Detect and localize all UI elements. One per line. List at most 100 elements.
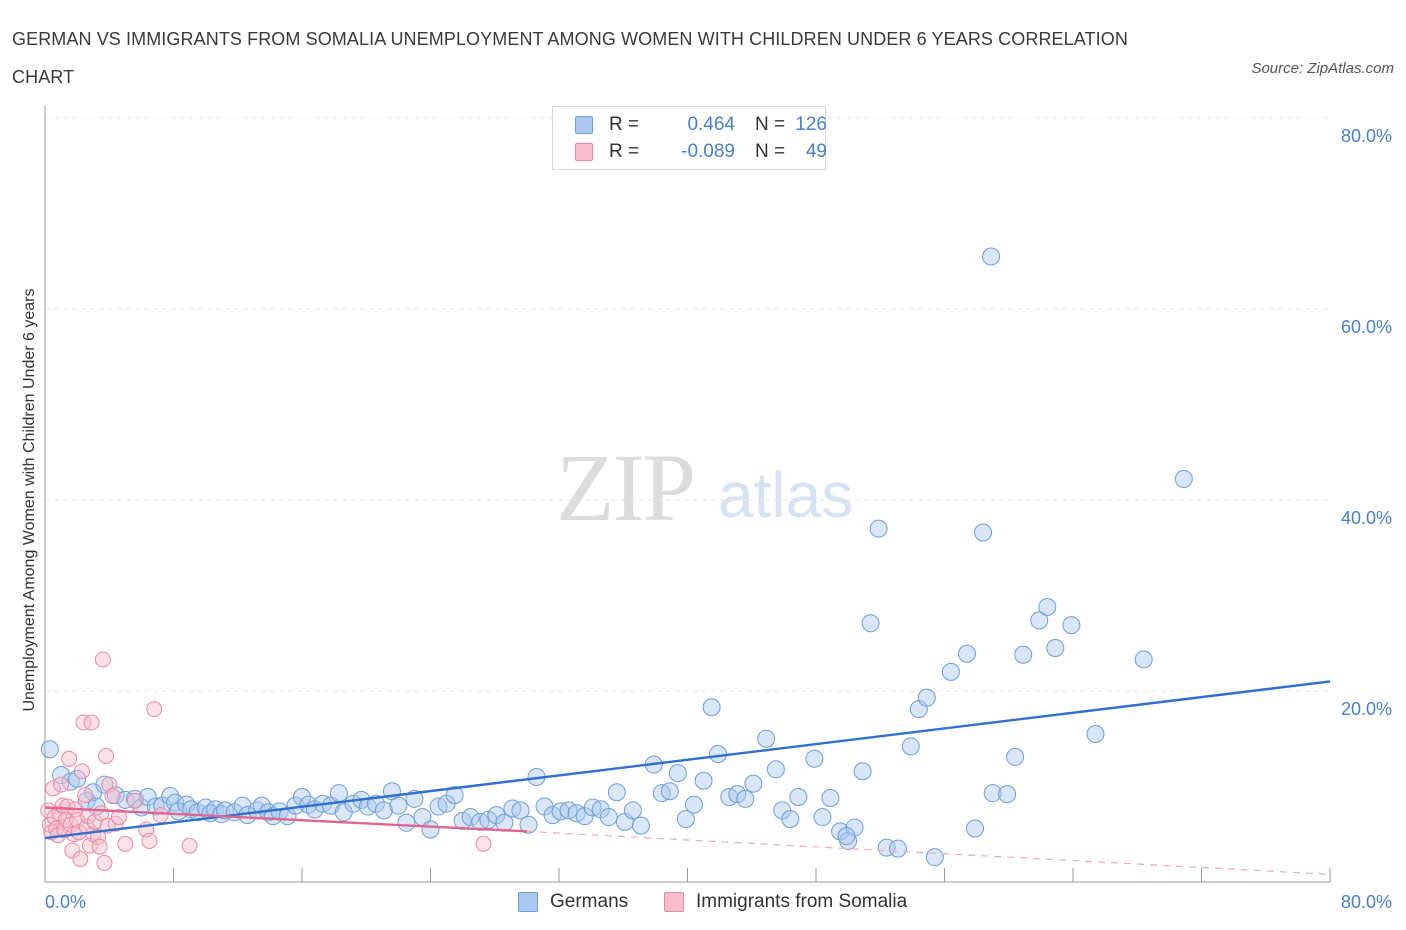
point-germans <box>329 784 348 803</box>
source-credit: Source: ZipAtlas.com <box>1251 60 1394 77</box>
point-somalia <box>61 750 78 767</box>
point-somalia <box>91 838 108 855</box>
legend-r-label: R = <box>609 114 640 135</box>
point-somalia <box>77 787 94 804</box>
point-germans <box>998 785 1017 804</box>
y-tick-label: 80.0% <box>1341 126 1392 146</box>
legend-n-value: 49 <box>805 141 827 162</box>
point-germans <box>374 801 393 820</box>
bottom-legend-swatch-germans <box>518 892 538 912</box>
point-germans <box>982 247 1001 266</box>
point-somalia <box>72 851 89 868</box>
point-germans <box>789 788 808 807</box>
point-germans <box>623 801 642 820</box>
trend-line-germans <box>44 680 1331 840</box>
point-germans <box>1006 747 1025 766</box>
point-germans <box>766 760 785 779</box>
point-germans <box>106 786 125 805</box>
point-germans <box>694 771 713 790</box>
point-somalia <box>126 792 143 809</box>
point-germans <box>966 819 985 838</box>
y-tick-label: 20.0% <box>1341 699 1392 719</box>
point-germans <box>1046 639 1065 658</box>
point-somalia <box>117 835 134 852</box>
watermark-zip: ZIP <box>556 434 696 541</box>
point-somalia <box>86 813 103 830</box>
bottom-legend-swatch-somalia <box>664 892 684 912</box>
legend-n-value: 126 <box>795 114 827 135</box>
point-germans <box>925 848 944 867</box>
point-germans <box>813 808 832 827</box>
point-germans <box>974 523 993 542</box>
trend-line-somalia-extension <box>526 830 1331 875</box>
trend-line-somalia <box>44 806 527 833</box>
point-somalia <box>146 701 163 718</box>
trend-lines <box>44 680 1331 875</box>
correlation-legend: R = 0.464 N = 126 R = -0.089 N = 49 <box>552 106 827 170</box>
axes <box>44 106 1331 883</box>
y-tick-label: 60.0% <box>1341 317 1392 337</box>
point-germans <box>631 816 650 835</box>
point-germans <box>888 839 907 858</box>
point-somalia <box>64 842 81 859</box>
point-germans <box>389 796 408 815</box>
point-germans <box>421 820 440 839</box>
point-germans <box>676 809 695 828</box>
point-germans <box>599 808 618 827</box>
point-germans <box>837 827 856 846</box>
point-germans <box>397 813 416 832</box>
point-somalia <box>96 854 113 871</box>
x-tick-label-max: 80.0% <box>1341 892 1392 912</box>
gridlines <box>45 117 1330 692</box>
point-germans <box>957 644 976 663</box>
point-germans <box>1062 616 1081 635</box>
point-germans <box>1030 611 1049 630</box>
tick-labels: 20.0% 40.0% 60.0% 80.0% 0.0% 80.0% <box>45 126 1392 912</box>
legend-swatch-somalia <box>575 143 593 161</box>
point-germans <box>684 795 703 814</box>
chart-title: GERMAN VS IMMIGRANTS FROM SOMALIA UNEMPL… <box>12 29 1128 87</box>
legend-n-label: N = <box>755 114 786 135</box>
point-germans <box>1174 469 1193 488</box>
point-somalia <box>53 776 70 793</box>
point-germans <box>668 764 687 783</box>
point-germans <box>607 783 626 802</box>
point-somalia <box>98 747 115 764</box>
point-germans <box>853 762 872 781</box>
point-germans <box>1038 597 1057 616</box>
legend-n-label: N = <box>755 141 786 162</box>
point-germans <box>40 740 59 759</box>
legend-r-value: -0.089 <box>681 141 735 162</box>
x-tick-label-min: 0.0% <box>45 892 86 912</box>
legend-r-value: 0.464 <box>687 114 735 135</box>
point-somalia <box>73 763 90 780</box>
point-germans <box>702 698 721 717</box>
point-somalia <box>104 788 121 805</box>
point-somalia <box>181 837 198 854</box>
point-germans <box>709 745 728 764</box>
bottom-legend-label-somalia: Immigrants from Somalia <box>696 891 908 912</box>
point-somalia <box>475 835 492 852</box>
point-germans <box>805 749 824 768</box>
point-germans <box>917 688 936 707</box>
point-germans <box>252 796 271 815</box>
point-germans <box>821 788 840 807</box>
point-germans <box>511 801 530 820</box>
point-somalia <box>83 714 100 731</box>
point-germans <box>744 774 763 793</box>
series-immigrants-from-somalia <box>40 651 492 871</box>
legend-r-label: R = <box>609 141 640 162</box>
point-germans <box>901 737 920 756</box>
point-germans <box>445 786 464 805</box>
point-germans <box>1134 650 1153 669</box>
point-germans <box>1014 645 1033 664</box>
point-germans <box>293 788 311 807</box>
point-somalia <box>94 651 111 668</box>
point-somalia <box>152 807 169 824</box>
point-somalia <box>45 780 62 797</box>
point-germans <box>519 815 538 834</box>
point-somalia <box>57 811 74 828</box>
watermark-atlas: atlas <box>718 459 854 531</box>
point-germans <box>660 782 679 801</box>
point-germans <box>461 808 480 827</box>
